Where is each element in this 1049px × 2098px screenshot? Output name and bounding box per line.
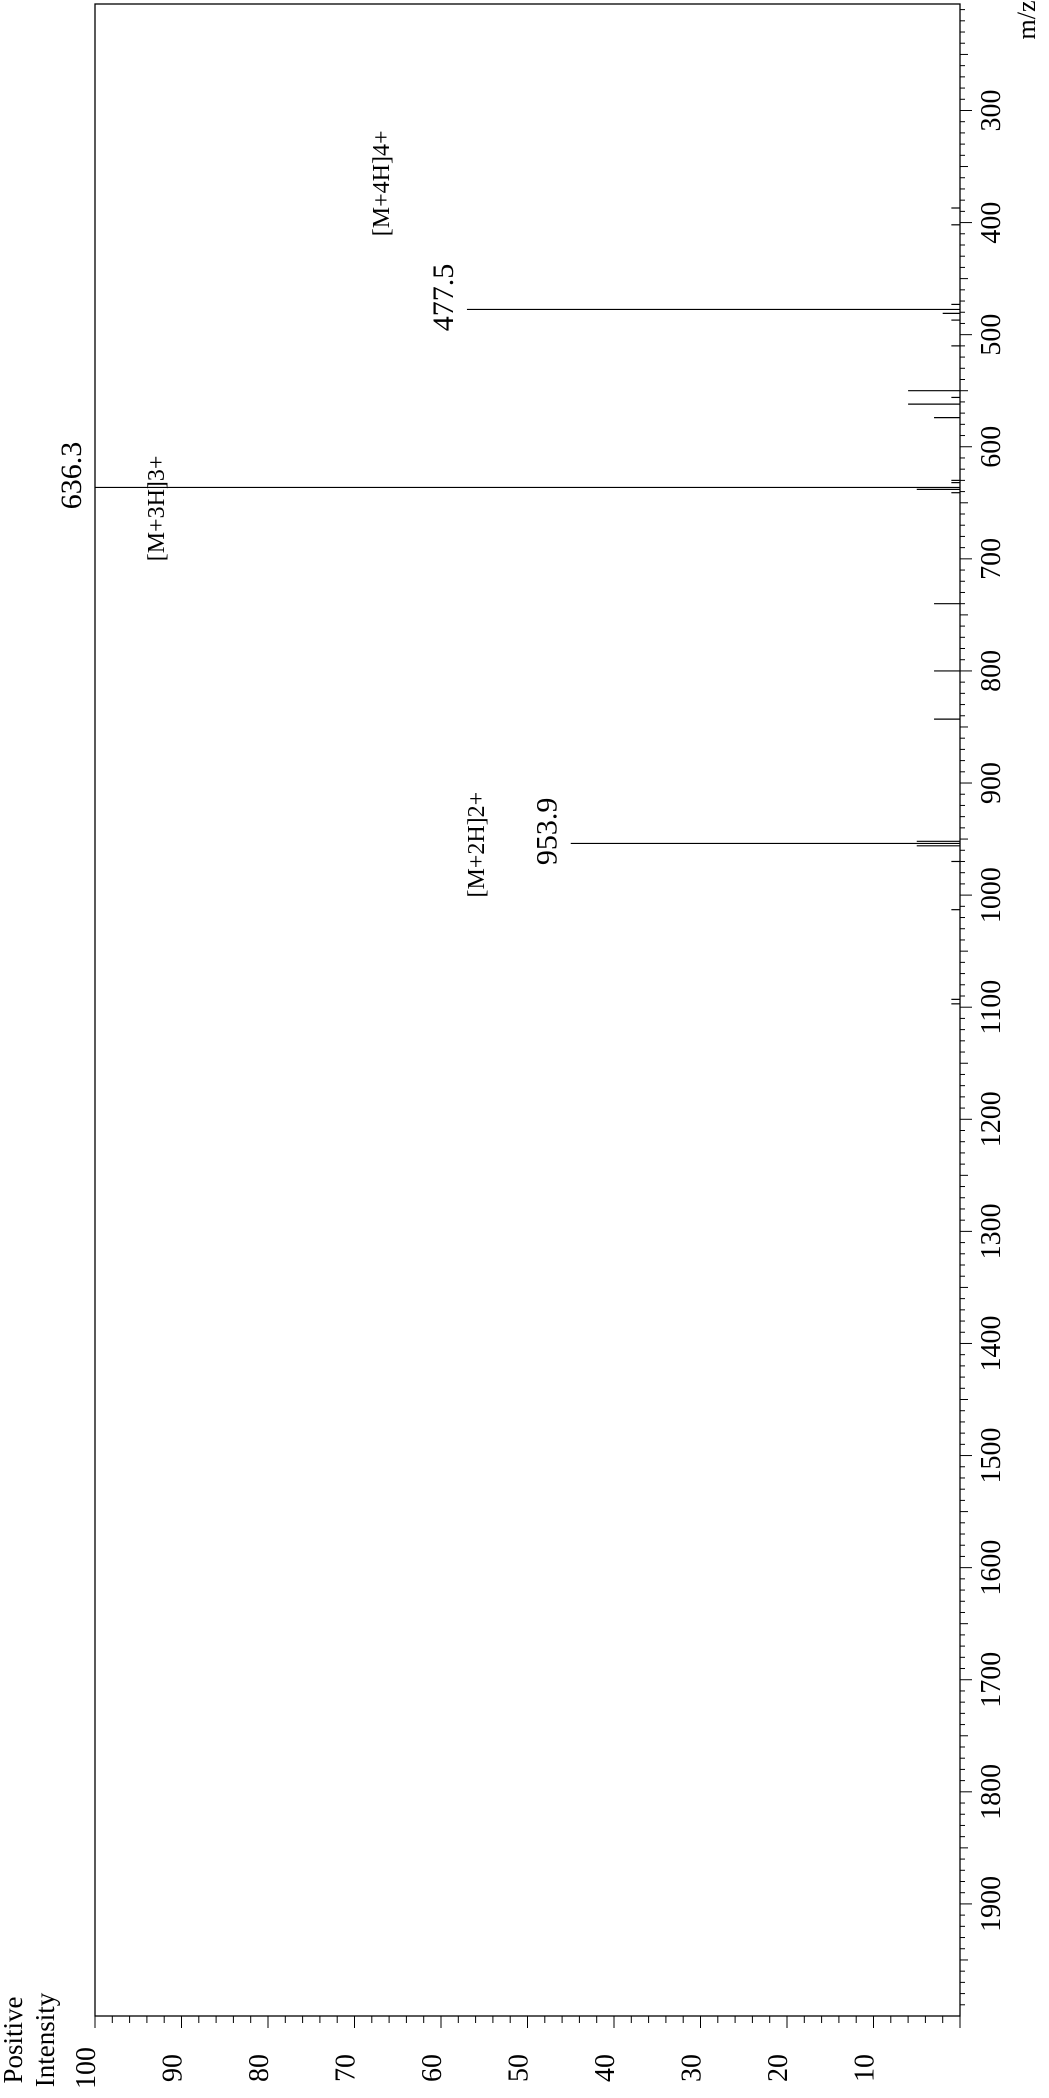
y-tick-label-50: 50 [504, 2054, 535, 2082]
y-tick-label-60: 60 [417, 2054, 448, 2082]
ion-annotation-2: [M+2H]2+ [464, 792, 490, 898]
x-axis-label: m/z [1012, 1, 1041, 40]
x-tick-label-1600: 1600 [976, 1540, 1007, 1596]
y-axis-label-line2: Intensity [30, 1992, 60, 2087]
y-tick-label-30: 30 [677, 2054, 708, 2082]
x-tick-label-1000: 1000 [976, 867, 1007, 923]
x-tick-label-700: 700 [976, 538, 1007, 580]
x-tick-label-1700: 1700 [976, 1652, 1007, 1708]
y-tick-label-10: 10 [850, 2054, 881, 2082]
peak-label-953.9: 953.9 [531, 798, 564, 866]
x-tick-label-300: 300 [976, 89, 1007, 131]
x-tick-label-1400: 1400 [976, 1315, 1007, 1371]
x-tick-label-900: 900 [976, 762, 1007, 804]
y-tick-label-100: 100 [71, 2047, 102, 2089]
y-tick-label-40: 40 [590, 2054, 621, 2082]
x-tick-label-1500: 1500 [976, 1428, 1007, 1484]
x-tick-label-800: 800 [976, 650, 1007, 692]
x-tick-label-1300: 1300 [976, 1203, 1007, 1259]
plot-frame [94, 3, 961, 2017]
y-tick-label-20: 20 [763, 2054, 794, 2082]
x-tick-label-500: 500 [976, 314, 1007, 356]
ion-annotation-1: [M+3H]3+ [144, 456, 170, 562]
y-tick-label-90: 90 [158, 2054, 189, 2082]
y-tick-label-70: 70 [331, 2054, 362, 2082]
spectrum-peaks [95, 207, 960, 1005]
y-tick-label-80: 80 [244, 2054, 275, 2082]
x-tick-label-1800: 1800 [976, 1764, 1007, 1820]
x-tick-label-1100: 1100 [976, 980, 1007, 1035]
peak-label-636.3: 636.3 [55, 442, 88, 510]
x-tick-label-600: 600 [976, 426, 1007, 468]
ion-annotation-0: [M+4H]4+ [369, 130, 395, 236]
x-tick-label-1200: 1200 [976, 1091, 1007, 1147]
x-tick-label-1900: 1900 [976, 1876, 1007, 1932]
y-axis-label-line1: Positive [0, 1996, 28, 2083]
x-tick-label-400: 400 [976, 202, 1007, 244]
peak-label-477.5: 477.5 [427, 264, 460, 332]
axis-ticks [94, 9, 972, 2028]
